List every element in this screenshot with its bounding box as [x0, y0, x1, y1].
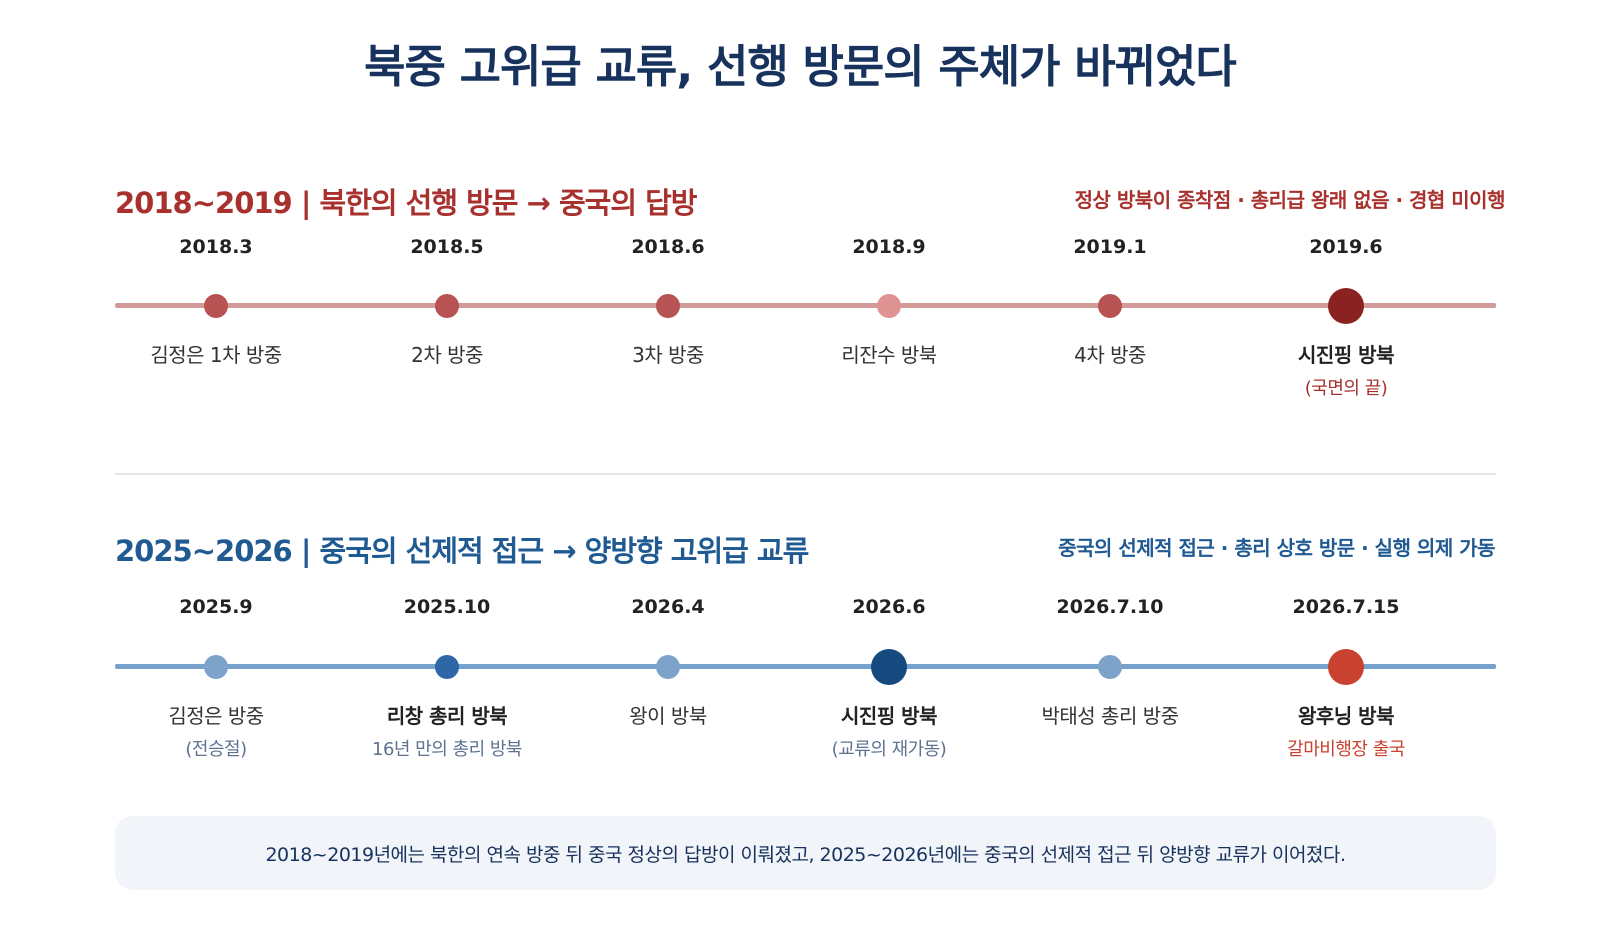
event-note: (교류의 재가동)	[831, 739, 947, 760]
event-marker	[1098, 294, 1122, 318]
event-date: 2026.6	[852, 596, 926, 618]
timeline-line	[115, 664, 1496, 669]
event-label: 시진핑 방북	[1298, 343, 1394, 367]
event-marker	[435, 294, 459, 318]
section-divider	[115, 473, 1496, 475]
event-marker	[656, 294, 680, 318]
event-label: 시진핑 방북	[841, 704, 937, 728]
event-date: 2018.9	[852, 236, 926, 258]
event-date: 2018.5	[410, 236, 484, 258]
section-summary: 정상 방북이 종착점 · 총리급 왕래 없음 · 경협 미이행	[1074, 188, 1506, 212]
section-title: 2018~2019 | 북한의 선행 방문 → 중국의 답방	[115, 186, 697, 220]
event-marker-highlight	[1328, 649, 1364, 685]
event-marker	[204, 655, 228, 679]
event-label: 김정은 방중	[168, 704, 264, 728]
event-date: 2025.10	[403, 596, 491, 618]
event-date: 2018.3	[179, 236, 253, 258]
summary-text: 2018~2019년에는 북한의 연속 방중 뒤 중국 정상의 답방이 이뤄졌고…	[265, 844, 1346, 866]
event-date: 2018.6	[631, 236, 705, 258]
event-marker	[1098, 655, 1122, 679]
event-date: 2019.6	[1309, 236, 1383, 258]
event-note: (전승절)	[185, 739, 247, 760]
event-marker-highlight	[1328, 288, 1364, 324]
summary-box: 2018~2019년에는 북한의 연속 방중 뒤 중국 정상의 답방이 이뤄졌고…	[115, 816, 1496, 890]
event-date: 2019.1	[1073, 236, 1147, 258]
event-label: 4차 방중	[1074, 343, 1146, 367]
event-marker	[204, 294, 228, 318]
page-title: 북중 고위급 교류, 선행 방문의 주체가 바뀌었다	[364, 40, 1237, 93]
section-title: 2025~2026 | 중국의 선제적 접근 → 양방향 고위급 교류	[115, 534, 809, 568]
event-label: 리잔수 방북	[841, 343, 937, 367]
event-date: 2026.4	[631, 596, 705, 618]
event-date: 2026.7.10	[1056, 596, 1164, 618]
event-date: 2026.7.15	[1292, 596, 1400, 618]
event-label: 왕이 방북	[629, 704, 707, 728]
event-label: 리창 총리 방북	[386, 704, 508, 728]
timeline-line	[115, 303, 1496, 308]
event-marker	[435, 655, 459, 679]
event-marker	[656, 655, 680, 679]
event-label: 김정은 1차 방중	[150, 343, 282, 367]
event-label: 2차 방중	[411, 343, 483, 367]
event-label: 왕후닝 방북	[1298, 704, 1394, 728]
event-note: (국면의 끝)	[1304, 378, 1388, 399]
section-summary: 중국의 선제적 접근 · 총리 상호 방문 · 실행 의제 가동	[1058, 536, 1495, 560]
event-label: 박태성 총리 방중	[1041, 704, 1179, 728]
event-note: 갈마비행장 출국	[1287, 739, 1405, 760]
event-note: 16년 만의 총리 방북	[372, 739, 523, 760]
event-label: 3차 방중	[632, 343, 704, 367]
event-marker-highlight	[871, 649, 907, 685]
event-date: 2025.9	[179, 596, 253, 618]
event-marker	[877, 294, 901, 318]
